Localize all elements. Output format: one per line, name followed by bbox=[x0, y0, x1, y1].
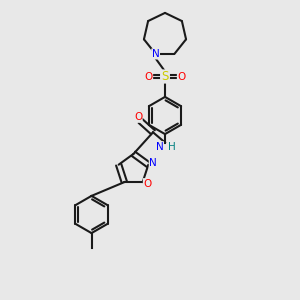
Text: O: O bbox=[144, 71, 153, 82]
Text: O: O bbox=[143, 178, 152, 189]
Text: H: H bbox=[168, 142, 176, 152]
Text: N: N bbox=[149, 158, 157, 168]
Text: O: O bbox=[177, 71, 186, 82]
Text: S: S bbox=[161, 70, 169, 83]
Text: N: N bbox=[156, 142, 164, 152]
Text: N: N bbox=[152, 49, 160, 59]
Text: O: O bbox=[134, 112, 142, 122]
